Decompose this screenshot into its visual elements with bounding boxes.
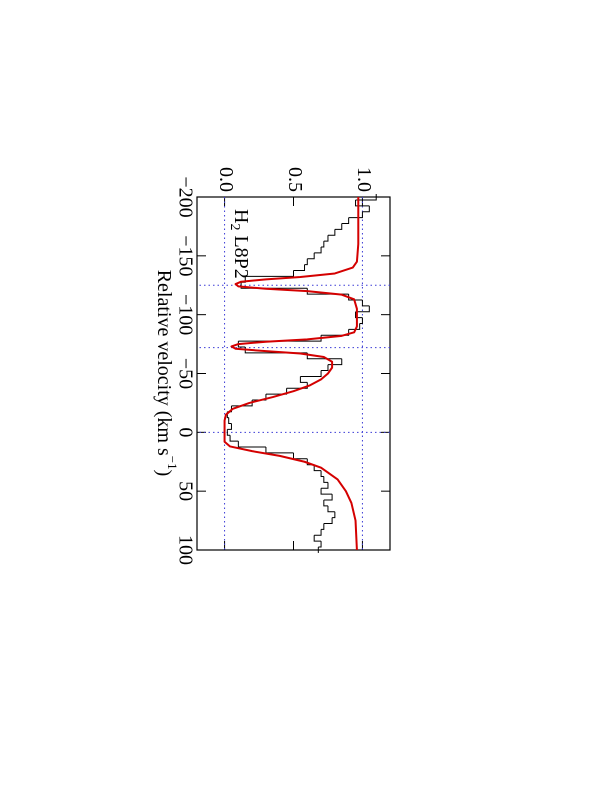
data-step — [323, 235, 329, 242]
data-step — [314, 529, 322, 536]
data-step — [265, 447, 294, 454]
data-step — [355, 311, 363, 319]
data-step — [227, 423, 232, 430]
data-step — [348, 323, 361, 330]
data-step — [245, 270, 294, 277]
frame — [196, 196, 391, 551]
data-step — [341, 217, 350, 224]
annotation: H2 L8P2 — [227, 209, 253, 279]
x-tick-label: −50 — [174, 358, 196, 389]
y-tick-label: 1.0 — [353, 167, 375, 192]
data-step — [332, 511, 336, 519]
annotation-rest: L8P2 — [230, 230, 252, 278]
data-step — [334, 223, 343, 230]
data-step — [320, 470, 324, 477]
data-step — [348, 211, 363, 219]
x-tick-label: 0 — [174, 427, 196, 437]
data-step — [228, 417, 232, 425]
data-step — [321, 329, 350, 336]
data-step — [348, 294, 363, 301]
data-step — [252, 394, 267, 401]
data-step — [304, 258, 308, 266]
data-step — [293, 452, 308, 460]
x-tick-label: −100 — [174, 294, 196, 335]
data-step — [321, 241, 325, 248]
annotation-main: H — [230, 209, 252, 223]
data-step — [361, 299, 370, 307]
annotation-sub: 2 — [227, 223, 242, 230]
data-step — [323, 499, 328, 507]
model-line — [223, 197, 360, 551]
data-step — [229, 435, 239, 442]
data-step — [320, 488, 333, 495]
data-step — [299, 376, 308, 383]
x-tick-label: −200 — [174, 176, 196, 217]
data-step — [323, 494, 333, 501]
data-step — [359, 317, 363, 324]
data-step — [355, 194, 377, 201]
data-step — [237, 441, 266, 448]
data-step — [321, 364, 329, 372]
data-step — [323, 476, 328, 483]
data-step — [321, 523, 325, 530]
data-step — [286, 382, 308, 389]
data-step — [355, 305, 370, 313]
x-label-end: ) — [153, 470, 175, 477]
x-tick-label: −150 — [174, 235, 196, 276]
data-step — [293, 264, 306, 272]
x-tick-label: 50 — [174, 481, 196, 501]
x-axis-label: Relative velocity (km s−1) — [153, 270, 180, 477]
y-tick-label: 0.5 — [284, 167, 306, 192]
y-tick-label: 0.0 — [215, 167, 237, 192]
data-step — [362, 205, 370, 213]
data-step — [318, 541, 322, 548]
data-step — [327, 229, 336, 236]
data-step — [240, 282, 308, 289]
data-step — [327, 505, 335, 513]
data-step — [355, 199, 370, 207]
data-step — [321, 482, 329, 489]
x-tick-label: 100 — [174, 535, 196, 565]
data-step — [314, 247, 322, 254]
data-step — [313, 535, 322, 542]
data-step — [323, 517, 333, 525]
data-step — [226, 429, 231, 436]
data-step — [313, 464, 322, 472]
x-label-sup: −1 — [165, 456, 180, 470]
data-step — [300, 370, 322, 377]
data-step — [307, 252, 315, 260]
x-label-main: Relative velocity (km s — [153, 270, 175, 456]
plot-area: H2 L8P2 Relative velocity (km s−1) −200 −… — [153, 167, 391, 565]
